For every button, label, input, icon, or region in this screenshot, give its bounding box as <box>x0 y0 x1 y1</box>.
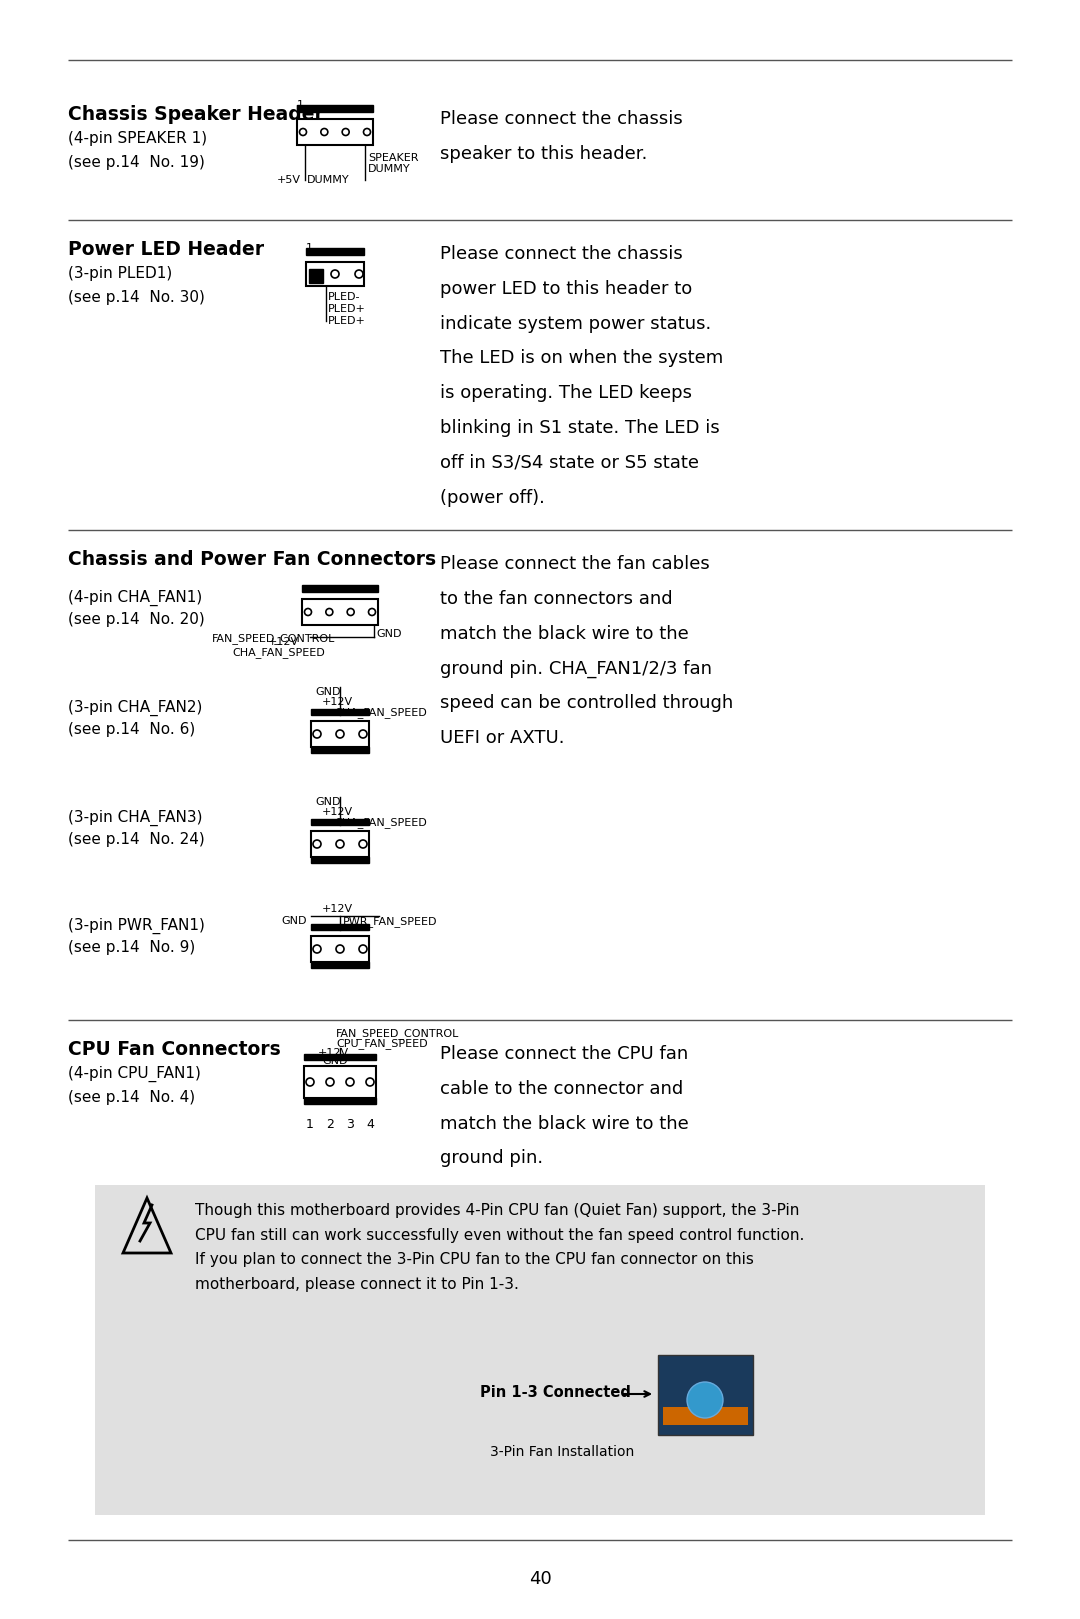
Bar <box>311 962 369 968</box>
Text: Please connect the CPU fan
cable to the connector and
match the black wire to th: Please connect the CPU fan cable to the … <box>440 1044 689 1167</box>
Bar <box>663 1407 748 1425</box>
Bar <box>311 936 369 962</box>
Text: Power LED Header: Power LED Header <box>68 240 265 259</box>
Text: DUMMY: DUMMY <box>368 164 410 173</box>
Text: (3-pin PLED1): (3-pin PLED1) <box>68 266 172 282</box>
Text: PLED-: PLED- <box>328 291 361 303</box>
Text: GND: GND <box>315 686 340 698</box>
Text: 40: 40 <box>528 1570 552 1588</box>
Text: (3-pin CHA_FAN2): (3-pin CHA_FAN2) <box>68 699 202 716</box>
Text: CHA_FAN_SPEED: CHA_FAN_SPEED <box>334 818 427 827</box>
Text: (see p.14  No. 24): (see p.14 No. 24) <box>68 832 205 847</box>
Text: 1: 1 <box>306 243 313 253</box>
Text: +12V: +12V <box>322 698 353 708</box>
Bar <box>297 105 373 112</box>
Bar <box>303 1054 376 1060</box>
Text: Chassis Speaker Header: Chassis Speaker Header <box>68 105 324 125</box>
Text: Chassis and Power Fan Connectors: Chassis and Power Fan Connectors <box>68 550 436 568</box>
Text: FAN_SPEED_CONTROL: FAN_SPEED_CONTROL <box>212 633 336 644</box>
Text: +12V: +12V <box>318 1047 349 1057</box>
Bar <box>311 856 369 863</box>
Bar <box>658 1355 753 1434</box>
Bar <box>297 120 373 146</box>
Text: CHA_FAN_SPEED: CHA_FAN_SPEED <box>232 648 325 657</box>
Text: (4-pin CHA_FAN1): (4-pin CHA_FAN1) <box>68 589 202 606</box>
Text: CPU_FAN_SPEED: CPU_FAN_SPEED <box>336 1038 428 1049</box>
Bar <box>311 831 369 856</box>
Text: (see p.14  No. 30): (see p.14 No. 30) <box>68 290 205 304</box>
Text: (see p.14  No. 4): (see p.14 No. 4) <box>68 1090 195 1106</box>
Text: PLED+: PLED+ <box>328 304 366 314</box>
Text: 2: 2 <box>326 1119 334 1132</box>
Circle shape <box>687 1383 723 1418</box>
Text: FAN_SPEED_CONTROL: FAN_SPEED_CONTROL <box>336 1028 459 1039</box>
Text: 4: 4 <box>366 1119 374 1132</box>
Text: (see p.14  No. 9): (see p.14 No. 9) <box>68 941 195 955</box>
Text: +12V: +12V <box>322 806 353 818</box>
Text: GND: GND <box>315 797 340 806</box>
Bar <box>303 1065 376 1098</box>
Bar <box>311 709 369 716</box>
Text: Though this motherboard provides 4-Pin CPU fan (Quiet Fan) support, the 3-Pin
CP: Though this motherboard provides 4-Pin C… <box>195 1203 805 1292</box>
Text: (see p.14  No. 20): (see p.14 No. 20) <box>68 612 205 627</box>
Text: 1: 1 <box>306 1119 314 1132</box>
Text: 3-Pin Fan Installation: 3-Pin Fan Installation <box>490 1446 634 1459</box>
Text: (see p.14  No. 6): (see p.14 No. 6) <box>68 722 195 737</box>
Bar <box>309 269 323 283</box>
Bar <box>303 1098 376 1104</box>
Text: Please connect the chassis
power LED to this header to
indicate system power sta: Please connect the chassis power LED to … <box>440 244 724 507</box>
Text: 1: 1 <box>297 100 303 110</box>
Text: (see p.14  No. 19): (see p.14 No. 19) <box>68 155 205 170</box>
Text: DUMMY: DUMMY <box>307 175 350 185</box>
Bar <box>306 262 364 287</box>
Text: GND: GND <box>282 916 307 926</box>
Text: GND: GND <box>322 1056 348 1065</box>
Bar <box>311 819 369 826</box>
Bar <box>306 248 364 256</box>
Text: +12V: +12V <box>322 903 353 915</box>
Bar <box>311 924 369 929</box>
Text: (4-pin CPU_FAN1): (4-pin CPU_FAN1) <box>68 1065 201 1081</box>
Bar <box>311 720 369 746</box>
Text: SPEAKER: SPEAKER <box>368 154 419 164</box>
Text: (4-pin SPEAKER 1): (4-pin SPEAKER 1) <box>68 131 207 146</box>
Bar <box>311 746 369 753</box>
Text: Pin 1-3 Connected: Pin 1-3 Connected <box>480 1384 631 1400</box>
Text: CPU Fan Connectors: CPU Fan Connectors <box>68 1039 281 1059</box>
Bar <box>302 599 378 625</box>
Text: +5V: +5V <box>276 175 301 185</box>
Text: GND: GND <box>376 630 402 640</box>
Text: (3-pin PWR_FAN1): (3-pin PWR_FAN1) <box>68 918 205 934</box>
Bar <box>95 1185 985 1515</box>
Text: +12V: +12V <box>268 636 299 648</box>
Text: Please connect the fan cables
to the fan connectors and
match the black wire to : Please connect the fan cables to the fan… <box>440 555 733 748</box>
Text: 3: 3 <box>346 1119 354 1132</box>
Bar <box>302 584 378 593</box>
Text: CHA_FAN_SPEED: CHA_FAN_SPEED <box>334 708 427 717</box>
Text: PWR_FAN_SPEED: PWR_FAN_SPEED <box>343 916 437 928</box>
Text: Please connect the chassis
speaker to this header.: Please connect the chassis speaker to th… <box>440 110 683 164</box>
Text: PLED+: PLED+ <box>328 316 366 325</box>
Text: (3-pin CHA_FAN3): (3-pin CHA_FAN3) <box>68 810 203 826</box>
